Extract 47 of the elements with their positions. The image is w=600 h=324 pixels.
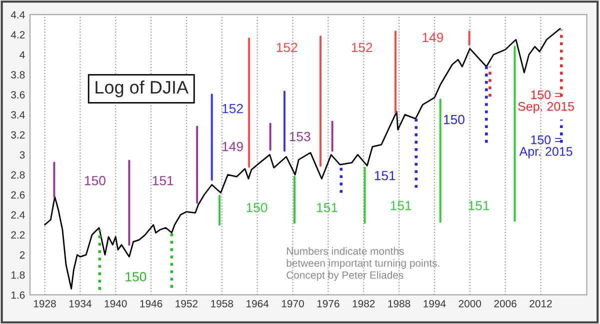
x-tick-label: 1940: [104, 300, 127, 308]
y-tick-label: 2.4: [11, 211, 25, 219]
y-tick-label: 4.4: [10, 11, 25, 18]
y-tick-label: 1.6: [11, 291, 25, 299]
y-tick-label: 2: [20, 251, 25, 259]
y-tick-label: 2.8: [11, 171, 25, 179]
annotation: 149: [222, 142, 243, 152]
annotation: 152: [222, 104, 243, 114]
x-tick-label: 1982: [352, 300, 375, 308]
annotation: 150: [126, 272, 146, 282]
x-tick-label: 1934: [69, 300, 92, 308]
x-tick-label: 2006: [494, 300, 516, 308]
annotation: 151: [468, 201, 490, 210]
annotation: 149: [422, 32, 444, 42]
y-tick-label: 4: [20, 51, 25, 58]
x-tick-label: 1994: [424, 300, 446, 308]
annotation: 151: [374, 171, 396, 180]
x-tick-label: 1946: [140, 300, 162, 308]
annotation: 151: [317, 203, 338, 212]
text: Log of DJIA: [96, 80, 188, 98]
y-tick-label: 1.8: [11, 271, 25, 279]
x-tick-label: 1964: [246, 300, 269, 308]
x-tick-label: 1988: [388, 300, 410, 308]
annotation: Numbers indicate months between important turning points. Concept by Peter Eliades: [286, 247, 440, 281]
x-tick-label: 1952: [176, 300, 198, 308]
annotation: 153: [290, 132, 310, 142]
annotation: 152: [276, 42, 298, 52]
y-tick-label: 2.6: [11, 191, 25, 199]
annotation: 150: [246, 202, 268, 212]
y-tick-label: 3.6: [11, 91, 25, 99]
x-tick-label: 1928: [34, 300, 56, 308]
x-tick-label: 2000: [458, 300, 482, 308]
y-tick-label: 4.2: [10, 31, 25, 38]
annotation: 152: [352, 42, 372, 52]
annotation: 151: [152, 176, 174, 186]
x-tick-label: 1976: [317, 300, 340, 308]
y-tick-label: 2.2: [11, 231, 25, 239]
x-tick-label: 1958: [211, 300, 234, 308]
y-tick-label: 3: [20, 151, 25, 159]
annotation: 150: [84, 176, 106, 186]
y-tick-label: 3.4: [11, 111, 25, 119]
y-tick-label: 3.8: [11, 71, 25, 79]
annotation: 151: [390, 201, 412, 210]
x-tick-label: 1970: [282, 300, 304, 308]
annotation: 150: [444, 114, 464, 124]
y-tick-label: 3.2: [11, 131, 25, 139]
x-tick-label: 2012: [530, 300, 552, 308]
